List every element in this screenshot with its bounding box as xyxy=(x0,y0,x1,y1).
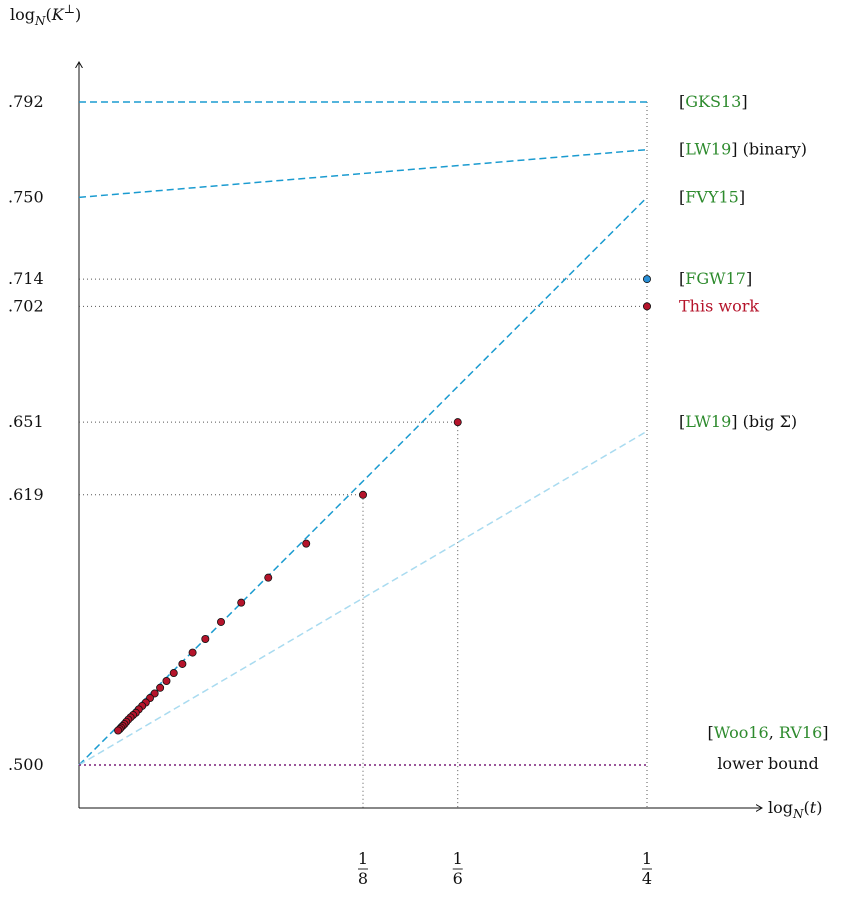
y-tick-label-2: .714 xyxy=(8,269,44,288)
point-1-0 xyxy=(643,302,652,311)
x-tick-denominator: 8 xyxy=(358,869,368,888)
x-tick-numerator: 1 xyxy=(642,849,652,868)
point-0-0 xyxy=(643,275,652,284)
point-1-3 xyxy=(302,539,311,548)
guide-lines xyxy=(79,102,648,808)
x-tick-denominator: 6 xyxy=(453,869,463,888)
y-axis-title-log: log xyxy=(10,5,35,24)
point-1-7 xyxy=(201,634,210,643)
point-1-10 xyxy=(169,669,178,678)
y-tick-labels: .792 .750 .714 .702 .651 .619 .500 xyxy=(8,92,44,774)
point-1-9 xyxy=(178,659,187,668)
point-1-11 xyxy=(162,676,171,685)
x-axis-title-sub: N xyxy=(792,807,804,821)
label-fvy15: [FVY15] xyxy=(679,187,745,206)
y-axis-title-arg: (K⊥) xyxy=(46,2,82,24)
label-lw19-big-sigma: [LW19] (big Σ) xyxy=(679,412,797,431)
point-1-4 xyxy=(264,573,273,582)
x-tick-label-2: 14 xyxy=(642,849,652,888)
series-lines xyxy=(78,101,648,766)
label-lower-bound: lower bound xyxy=(717,754,818,773)
y-tick-label-1: .750 xyxy=(8,187,44,206)
series-labels: [GKS13] [LW19] (binary) [FVY15] [FGW17] This… xyxy=(679,92,829,773)
x-tick-numerator: 1 xyxy=(453,849,463,868)
y-tick-label-4: .651 xyxy=(8,412,44,431)
point-1-5 xyxy=(237,598,246,607)
x-tick-denominator: 4 xyxy=(642,869,652,888)
point-1-6 xyxy=(216,617,225,626)
y-tick-label-0: .792 xyxy=(8,92,44,111)
label-this-work: This work xyxy=(679,296,759,315)
series-line-1 xyxy=(78,148,648,199)
x-axis-title-arg: (t) xyxy=(804,798,823,817)
label-fgw17: [FGW17] xyxy=(679,269,752,288)
point-1-12 xyxy=(156,683,165,692)
y-axis-title: logN(K⊥) xyxy=(10,2,81,28)
x-tick-label-0: 18 xyxy=(358,849,368,888)
x-axis-title-log: log xyxy=(768,798,793,817)
data-points xyxy=(114,275,652,735)
label-gks13: [GKS13] xyxy=(679,92,748,111)
y-tick-label-6: .500 xyxy=(8,755,44,774)
x-axis-title: logN(t) xyxy=(768,798,822,821)
point-1-2 xyxy=(358,490,367,499)
point-1-1 xyxy=(453,418,462,427)
y-tick-label-3: .702 xyxy=(8,296,44,315)
label-woo16-rv16: [Woo16, RV16] xyxy=(707,723,828,742)
y-axis-title-sub: N xyxy=(34,14,46,28)
point-1-27 xyxy=(114,726,123,735)
x-tick-label-1: 16 xyxy=(453,849,463,888)
x-tick-numerator: 1 xyxy=(358,849,368,868)
point-1-8 xyxy=(188,648,197,657)
label-lw19-binary: [LW19] (binary) xyxy=(679,140,807,159)
y-tick-label-5: .619 xyxy=(8,485,44,504)
